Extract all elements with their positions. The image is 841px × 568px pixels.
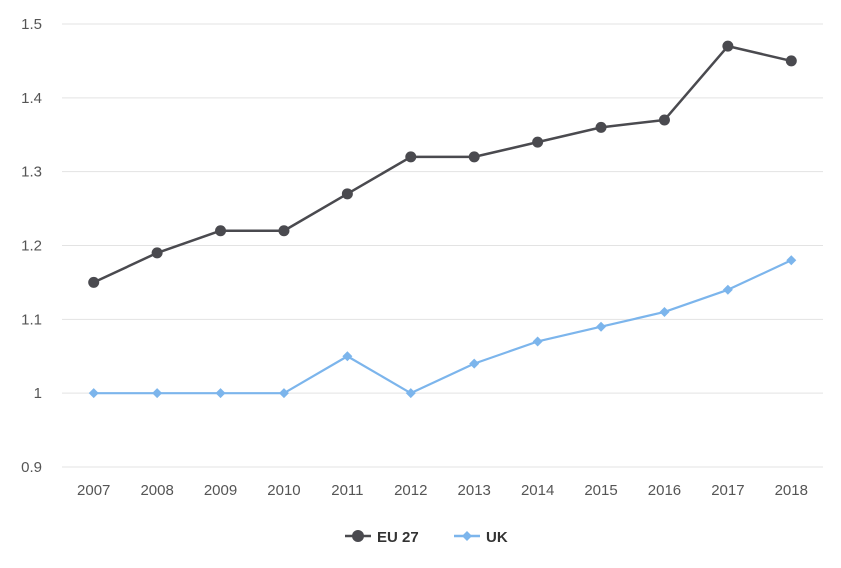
data-point[interactable] bbox=[88, 388, 99, 399]
legend-marker bbox=[462, 531, 472, 541]
data-point[interactable] bbox=[722, 40, 734, 52]
data-point[interactable] bbox=[278, 388, 289, 399]
y-tick-label: 1.2 bbox=[21, 238, 42, 255]
x-tick-label: 2010 bbox=[267, 482, 300, 499]
x-tick-label: 2014 bbox=[521, 482, 554, 499]
data-point[interactable] bbox=[215, 388, 226, 399]
y-tick-label: 1.5 bbox=[21, 16, 42, 33]
x-tick-label: 2015 bbox=[584, 482, 617, 499]
y-tick-label: 1.4 bbox=[21, 90, 42, 107]
data-point[interactable] bbox=[342, 351, 353, 362]
data-point[interactable] bbox=[658, 114, 670, 126]
x-tick-label: 2012 bbox=[394, 482, 427, 499]
legend-item-eu-27[interactable]: EU 27 bbox=[345, 529, 419, 546]
legend-marker bbox=[352, 530, 364, 542]
x-tick-label: 2016 bbox=[648, 482, 681, 499]
y-tick-label: 1.1 bbox=[21, 311, 42, 328]
data-point[interactable] bbox=[405, 151, 417, 163]
series-group bbox=[88, 40, 797, 399]
data-point[interactable] bbox=[278, 225, 290, 237]
data-point[interactable] bbox=[405, 388, 416, 399]
y-tick-label: 1 bbox=[34, 385, 42, 402]
data-point[interactable] bbox=[215, 225, 227, 237]
legend[interactable]: EU 27 UK bbox=[345, 529, 508, 546]
data-point[interactable] bbox=[532, 336, 543, 347]
x-tick-label: 2018 bbox=[775, 482, 808, 499]
data-point[interactable] bbox=[532, 136, 544, 148]
x-axis-labels: 2007 2008 2009 2010 2011 2012 2013 2014 2015 2016… bbox=[77, 482, 808, 499]
y-tick-label: 1.3 bbox=[21, 164, 42, 181]
legend-item-uk[interactable]: UK bbox=[454, 529, 508, 546]
x-tick-label: 2008 bbox=[140, 482, 173, 499]
data-point[interactable] bbox=[786, 255, 797, 266]
x-tick-label: 2007 bbox=[77, 482, 110, 499]
series-line bbox=[93, 44, 792, 284]
data-point[interactable] bbox=[595, 121, 607, 133]
data-point[interactable] bbox=[659, 306, 670, 317]
data-point[interactable] bbox=[596, 321, 607, 332]
y-tick-label: 0.9 bbox=[21, 459, 42, 476]
x-tick-label: 2017 bbox=[711, 482, 744, 499]
legend-label: UK bbox=[486, 529, 508, 546]
data-point[interactable] bbox=[88, 276, 100, 288]
legend-label: EU 27 bbox=[377, 529, 419, 546]
x-tick-label: 2011 bbox=[331, 482, 363, 499]
data-point[interactable] bbox=[469, 358, 480, 369]
data-point[interactable] bbox=[785, 55, 797, 67]
data-point[interactable] bbox=[152, 388, 163, 399]
x-tick-label: 2013 bbox=[458, 482, 491, 499]
series-line bbox=[93, 259, 792, 395]
x-tick-label: 2009 bbox=[204, 482, 237, 499]
series-eu-27 bbox=[88, 40, 797, 288]
data-point[interactable] bbox=[341, 188, 353, 200]
y-axis-labels: 0.9 1 1.1 1.2 1.3 1.4 1.5 bbox=[21, 16, 42, 476]
data-point[interactable] bbox=[722, 284, 733, 295]
series-uk bbox=[88, 255, 797, 399]
data-point[interactable] bbox=[468, 151, 480, 163]
data-point[interactable] bbox=[151, 247, 163, 259]
